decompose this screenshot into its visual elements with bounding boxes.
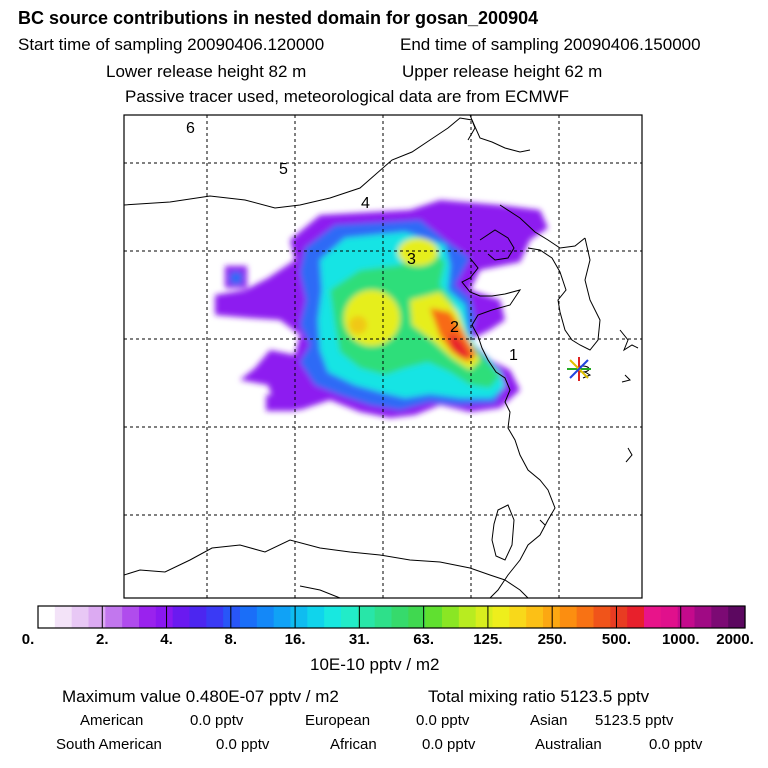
- colorbar-tick-label: 31.: [348, 631, 370, 648]
- colorbar-swatch: [290, 606, 308, 628]
- colorbar-swatch: [172, 606, 191, 628]
- colorbar-tick-label: 16.: [284, 631, 306, 648]
- colorbar-swatch: [122, 606, 140, 628]
- american-label: American: [80, 712, 144, 729]
- colorbar-swatch: [526, 606, 544, 628]
- african-label: African: [330, 736, 377, 753]
- colorbar-outline: [37, 605, 746, 629]
- colorbar-swatch: [139, 606, 157, 628]
- south-american-label: South American: [56, 736, 162, 753]
- colorbar-swatch: [256, 606, 275, 628]
- trajectory-label-3: 3: [407, 251, 416, 268]
- trajectory-label-2: 2: [450, 319, 459, 336]
- australian-label: Australian: [535, 736, 602, 753]
- colorbar-swatch: [240, 606, 258, 628]
- coastlines: [124, 115, 639, 598]
- upper-release-text: Upper release height 62 m: [402, 62, 603, 81]
- map-frame: [123, 114, 643, 599]
- colorbar-tick-label: 2000.: [716, 631, 754, 648]
- colorbar-swatch: [492, 606, 510, 628]
- colorbar-swatch: [374, 606, 393, 628]
- start-time-text: Start time of sampling 20090406.120000: [18, 35, 325, 54]
- colorbar-swatch: [408, 606, 426, 628]
- african-value: 0.0 pptv: [422, 736, 476, 753]
- colorbar-swatch: [509, 606, 527, 628]
- trajectory-label-1: 1: [509, 347, 518, 364]
- european-label: European: [305, 712, 371, 729]
- colorbar-tick-label: 0.: [21, 631, 35, 648]
- tracer-note-text: Passive tracer used, meteorological data…: [125, 87, 570, 106]
- colorbar-swatch: [644, 606, 662, 628]
- colorbar-swatch: [206, 606, 224, 628]
- chart-title: BC source contributions in nested domain…: [18, 8, 539, 28]
- colorbar-swatch: [54, 606, 73, 628]
- colorbar-swatch: [627, 606, 645, 628]
- colorbar-tick-label: 2.: [96, 631, 109, 648]
- colorbar-swatch: [88, 606, 106, 628]
- colorbar-swatch: [475, 606, 494, 628]
- trajectory-label-5: 5: [279, 161, 288, 178]
- map-gridlines: [124, 115, 642, 598]
- lower-release-text: Lower release height 82 m: [106, 62, 307, 81]
- colorbar-swatch: [728, 606, 746, 628]
- trajectory-label-4: 4: [361, 195, 370, 212]
- end-time-text: End time of sampling 20090406.150000: [400, 35, 701, 54]
- colorbar-tick-label: 500.: [601, 631, 632, 648]
- colorbar-tick-label: 4.: [160, 631, 173, 648]
- colorbar-swatch: [694, 606, 712, 628]
- colorbar-swatch: [559, 606, 578, 628]
- colorbar-swatch: [324, 606, 342, 628]
- colorbar-swatch: [357, 606, 376, 628]
- colorbar-swatch: [391, 606, 409, 628]
- colorbar-swatch: [442, 606, 460, 628]
- colorbar-swatch: [223, 606, 241, 628]
- receptor-star-icon: [567, 357, 591, 381]
- asian-value: 5123.5 pptv: [595, 712, 674, 729]
- colorbar-swatch: [610, 606, 628, 628]
- colorbar-tick-label: 63.: [413, 631, 435, 648]
- american-value: 0.0 pptv: [190, 712, 244, 729]
- colorbar-tick-label: 250.: [537, 631, 567, 648]
- colorbar-swatch: [593, 606, 611, 628]
- colorbar-swatch: [105, 606, 123, 628]
- colorbar-unit-label: 10E-10 pptv / m2: [310, 655, 440, 674]
- colorbar-swatch: [576, 606, 595, 628]
- colorbar-tick-label: 1000.: [661, 631, 700, 648]
- asian-label: Asian: [530, 712, 568, 729]
- colorbar-swatch: [189, 606, 207, 628]
- colorbar-swatch: [677, 606, 696, 628]
- colorbar-swatch: [660, 606, 679, 628]
- colorbar-tick-label: 125.: [473, 631, 503, 648]
- colorbar-swatch: [273, 606, 292, 628]
- colorbar-swatch: [341, 606, 359, 628]
- trajectory-label-6: 6: [186, 120, 195, 137]
- australian-value: 0.0 pptv: [649, 736, 703, 753]
- colorbar-swatch: [71, 606, 90, 628]
- colorbar-swatch: [425, 606, 443, 628]
- colorbar-swatch: [711, 606, 729, 628]
- concentration-plume: [215, 200, 548, 418]
- colorbar-swatch: [38, 606, 56, 628]
- max-value-text: Maximum value 0.480E-07 pptv / m2: [62, 687, 339, 706]
- south-american-value: 0.0 pptv: [216, 736, 270, 753]
- european-value: 0.0 pptv: [416, 712, 470, 729]
- colorbar-tick-label: 8.: [224, 631, 238, 648]
- total-mixing-ratio-text: Total mixing ratio 5123.5 pptv: [428, 687, 650, 706]
- colorbar-swatch: [458, 606, 477, 628]
- colorbar-swatch: [155, 606, 174, 628]
- colorbar-swatch: [307, 606, 325, 628]
- colorbar: [37, 605, 746, 629]
